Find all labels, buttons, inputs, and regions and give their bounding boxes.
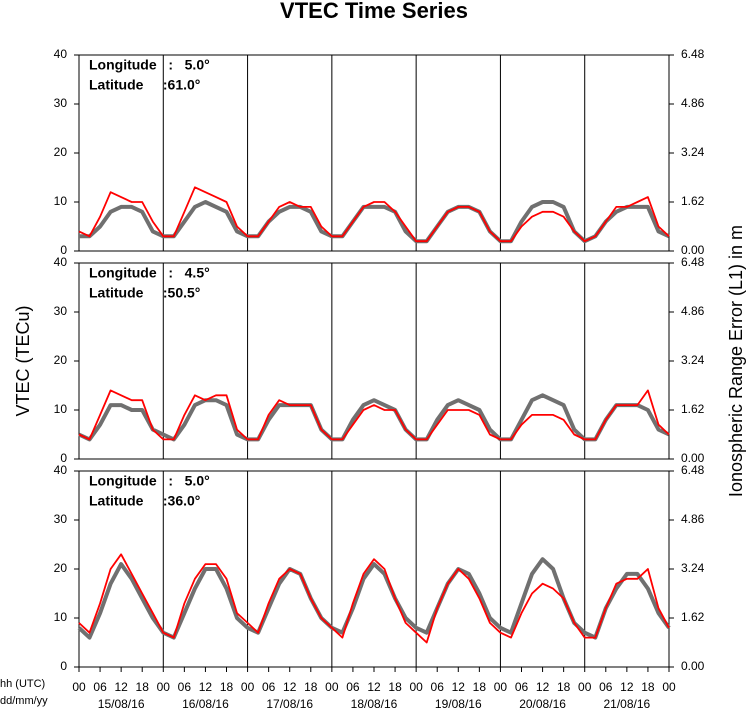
annotation: Longitude : 4.5° bbox=[89, 265, 210, 281]
date-label: 17/08/16 bbox=[266, 697, 313, 711]
x-tick-label: 18 bbox=[304, 680, 318, 694]
y-tick-label: 10 bbox=[54, 194, 68, 208]
y-tick-label: 0 bbox=[60, 451, 67, 465]
x-tick-label: 18 bbox=[136, 680, 150, 694]
date-label: 20/08/16 bbox=[519, 697, 566, 711]
x-tick-label: 06 bbox=[599, 680, 613, 694]
x-tick-label: 18 bbox=[557, 680, 571, 694]
x-tick-label: 06 bbox=[431, 680, 445, 694]
x-tick-label: 00 bbox=[578, 680, 592, 694]
y2-tick-label: 0.00 bbox=[681, 243, 705, 257]
x-tick-label: 00 bbox=[241, 680, 255, 694]
date-label: 21/08/16 bbox=[603, 697, 650, 711]
y2-tick-label: 1.62 bbox=[681, 402, 705, 416]
annotation: Latitude :61.0° bbox=[89, 77, 200, 93]
x-axis-label: dd/mm/yy bbox=[0, 695, 48, 707]
series-line bbox=[78, 553, 670, 644]
x-tick-label: 18 bbox=[641, 680, 655, 694]
y-tick-label: 30 bbox=[54, 512, 68, 526]
date-label: 15/08/16 bbox=[98, 697, 145, 711]
x-tick-label: 00 bbox=[325, 680, 339, 694]
x-tick-label: 00 bbox=[409, 680, 423, 694]
x-tick-label: 12 bbox=[620, 680, 634, 694]
y-tick-label: 10 bbox=[54, 402, 68, 416]
y2-axis-label: Ionospheric Range Error (L1) in m bbox=[726, 225, 746, 497]
y2-tick-label: 1.62 bbox=[681, 194, 705, 208]
y-tick-label: 0 bbox=[60, 659, 67, 673]
y-tick-label: 30 bbox=[54, 304, 68, 318]
x-tick-label: 12 bbox=[283, 680, 297, 694]
y-tick-label: 0 bbox=[60, 243, 67, 257]
series-line bbox=[78, 186, 670, 243]
x-tick-label: 18 bbox=[388, 680, 402, 694]
x-tick-label: 00 bbox=[72, 680, 86, 694]
y2-tick-label: 0.00 bbox=[681, 451, 705, 465]
y-tick-label: 20 bbox=[54, 561, 68, 575]
y2-tick-label: 4.86 bbox=[681, 304, 705, 318]
x-tick-label: 12 bbox=[199, 680, 213, 694]
series-line bbox=[78, 393, 670, 442]
y2-tick-label: 4.86 bbox=[681, 96, 705, 110]
y2-tick-label: 4.86 bbox=[681, 512, 705, 526]
y2-tick-label: 3.24 bbox=[681, 145, 705, 159]
x-tick-label: 12 bbox=[367, 680, 381, 694]
x-tick-label: 06 bbox=[93, 680, 107, 694]
x-tick-label: 00 bbox=[157, 680, 171, 694]
date-label: 18/08/16 bbox=[351, 697, 398, 711]
y-tick-label: 20 bbox=[54, 353, 68, 367]
y2-tick-label: 3.24 bbox=[681, 353, 705, 367]
y-tick-label: 40 bbox=[54, 255, 68, 269]
x-tick-label: 12 bbox=[114, 680, 128, 694]
annotation: Latitude :50.5° bbox=[89, 285, 200, 301]
x-tick-label: 18 bbox=[220, 680, 234, 694]
y-tick-label: 20 bbox=[54, 145, 68, 159]
annotation: Latitude :36.0° bbox=[89, 493, 200, 509]
y2-tick-label: 0.00 bbox=[681, 659, 705, 673]
x-tick-label: 18 bbox=[473, 680, 487, 694]
y-axis-label: VTEC (TECu) bbox=[13, 305, 33, 416]
series-line bbox=[78, 389, 670, 441]
y2-tick-label: 6.48 bbox=[681, 47, 705, 61]
x-tick-label: 06 bbox=[178, 680, 192, 694]
y2-tick-label: 6.48 bbox=[681, 463, 705, 477]
y-tick-label: 40 bbox=[54, 463, 68, 477]
y-tick-label: 10 bbox=[54, 610, 68, 624]
y2-tick-label: 3.24 bbox=[681, 561, 705, 575]
y2-tick-label: 1.62 bbox=[681, 610, 705, 624]
x-tick-label: 06 bbox=[346, 680, 360, 694]
annotation: Longitude : 5.0° bbox=[89, 473, 210, 489]
x-axis-label: hh (UTC) bbox=[0, 678, 45, 690]
y-tick-label: 40 bbox=[54, 47, 68, 61]
series-line bbox=[79, 200, 670, 244]
x-tick-label: 12 bbox=[536, 680, 550, 694]
x-tick-label: 12 bbox=[452, 680, 466, 694]
chart-title: VTEC Time Series bbox=[280, 0, 468, 23]
y2-tick-label: 6.48 bbox=[681, 255, 705, 269]
annotation: Longitude : 5.0° bbox=[89, 57, 210, 73]
date-label: 19/08/16 bbox=[435, 697, 482, 711]
y-tick-label: 30 bbox=[54, 96, 68, 110]
x-tick-label: 06 bbox=[262, 680, 276, 694]
x-tick-label: 06 bbox=[515, 680, 529, 694]
date-label: 16/08/16 bbox=[182, 697, 229, 711]
x-tick-label: 00 bbox=[494, 680, 508, 694]
series-line bbox=[77, 557, 671, 640]
x-tick-label: 00 bbox=[662, 680, 676, 694]
